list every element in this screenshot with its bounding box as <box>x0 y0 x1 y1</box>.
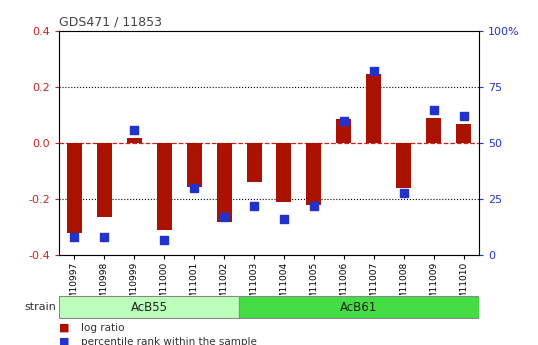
Text: AcB61: AcB61 <box>341 300 378 314</box>
Text: GDS471 / 11853: GDS471 / 11853 <box>59 16 162 29</box>
Point <box>280 217 288 222</box>
Point <box>250 203 258 209</box>
Point <box>459 114 468 119</box>
Bar <box>187 143 202 187</box>
Bar <box>239 296 479 318</box>
Bar <box>307 143 321 205</box>
Point <box>190 185 199 191</box>
Point <box>429 107 438 112</box>
Bar <box>426 118 441 143</box>
Text: AcB55: AcB55 <box>131 300 168 314</box>
Text: ■: ■ <box>59 337 70 345</box>
Point <box>310 203 318 209</box>
Bar <box>277 143 292 202</box>
Text: ■: ■ <box>59 323 70 333</box>
Point <box>339 118 348 124</box>
Bar <box>397 143 412 188</box>
Bar <box>157 143 172 230</box>
Bar <box>126 138 141 143</box>
Bar <box>456 124 471 143</box>
Point <box>70 235 79 240</box>
Bar <box>366 75 381 143</box>
Point <box>400 190 408 195</box>
Point <box>130 127 138 132</box>
Text: strain: strain <box>24 302 56 312</box>
Bar <box>97 143 111 217</box>
Point <box>100 235 109 240</box>
Bar <box>246 143 261 183</box>
Bar <box>216 143 231 222</box>
Bar <box>67 143 82 233</box>
Text: percentile rank within the sample: percentile rank within the sample <box>81 337 257 345</box>
Bar <box>59 296 239 318</box>
Point <box>160 237 168 243</box>
Point <box>370 69 378 74</box>
Point <box>220 214 228 220</box>
Bar <box>336 119 351 143</box>
Text: log ratio: log ratio <box>81 323 124 333</box>
